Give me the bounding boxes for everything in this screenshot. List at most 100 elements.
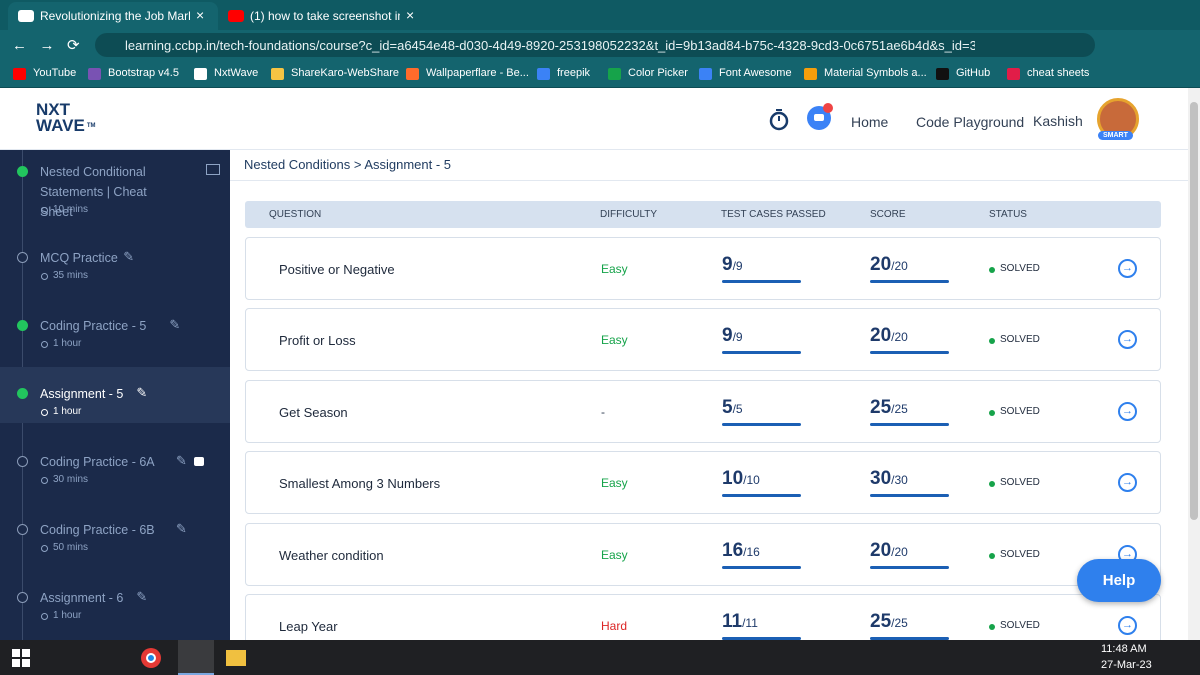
- active-app[interactable]: [178, 640, 214, 675]
- sidebar-item-title[interactable]: Coding Practice - 5: [40, 319, 147, 333]
- progress-bar: [870, 280, 949, 283]
- total: /20: [891, 330, 908, 345]
- sidebar-item-title[interactable]: Nested Conditional Statements | Cheat Sh…: [40, 165, 147, 219]
- value: 20: [870, 254, 892, 275]
- sidebar-item-title[interactable]: Assignment - 6: [40, 591, 124, 605]
- bookmark[interactable]: cheat sheets: [1027, 67, 1090, 79]
- user-name[interactable]: Kashish: [1033, 113, 1083, 129]
- open-arrow[interactable]: →: [1118, 259, 1137, 278]
- value: 25: [870, 396, 892, 418]
- question-title[interactable]: Positive or Negative: [279, 262, 395, 277]
- total: /25: [891, 401, 908, 416]
- score: 30/30: [870, 468, 908, 490]
- bookmark[interactable]: YouTube: [33, 67, 77, 79]
- tab-title: (1) how to take screenshot in pc: [250, 9, 400, 23]
- explorer-icon[interactable]: [226, 650, 246, 666]
- edit-icon[interactable]: ✎: [176, 453, 187, 468]
- timer-icon[interactable]: [768, 108, 790, 132]
- column-header: QUESTION: [269, 209, 322, 220]
- bookmark[interactable]: Material Symbols a...: [824, 67, 927, 79]
- bookmark[interactable]: ShareKaro-WebShare: [291, 67, 400, 79]
- sidebar: Nested Conditional Statements | Cheat Sh…: [0, 150, 230, 640]
- open-arrow[interactable]: →: [1118, 616, 1137, 635]
- open-arrow[interactable]: →: [1118, 473, 1137, 493]
- bookmark[interactable]: Wallpaperflare - Be...: [426, 67, 529, 79]
- difficulty: Hard: [601, 619, 628, 633]
- logo-tm: TM: [86, 123, 96, 129]
- progress-bar: [870, 565, 949, 569]
- question-row[interactable]: Positive or Negative Easy 9/9 20/20 SOLVED →: [245, 237, 1161, 300]
- nav-link[interactable]: Code Playground: [916, 114, 1025, 130]
- edit-icon[interactable]: ✎: [169, 317, 181, 332]
- test-cases: 11/11: [722, 611, 758, 633]
- bookmarks-bar: YouTube Bootstrap v4.5 NxtWave ShareKaro-We…: [0, 60, 1200, 88]
- help-button[interactable]: Help: [1077, 559, 1161, 602]
- open-arrow[interactable]: →: [1118, 401, 1137, 421]
- chrome-icon[interactable]: [140, 647, 162, 669]
- bookmark-icon: [608, 68, 621, 80]
- nav-buttons[interactable]: ← → ⟳: [12, 37, 80, 54]
- question-title[interactable]: Profit or Loss: [279, 333, 356, 349]
- chat-icon[interactable]: [805, 102, 835, 132]
- difficulty: -: [601, 404, 605, 419]
- bookmark[interactable]: freepik: [557, 67, 591, 79]
- total: /20: [891, 544, 908, 559]
- progress-bar: [870, 351, 949, 355]
- question-row[interactable]: Weather condition Easy 16/16 20/20 SOLVED →: [245, 522, 1161, 586]
- cheatsheet-icon[interactable]: [206, 164, 220, 175]
- status-circle: [17, 524, 28, 535]
- clock-icon: [41, 273, 48, 280]
- edit-icon[interactable]: ✎: [136, 385, 148, 400]
- start-button[interactable]: [12, 649, 30, 667]
- value: 9: [722, 254, 733, 275]
- edit-icon[interactable]: ✎: [176, 521, 187, 536]
- open-arrow[interactable]: →: [1118, 330, 1137, 350]
- value: 5: [722, 396, 733, 418]
- value: 16: [722, 539, 744, 561]
- breadcrumb[interactable]: Nested Conditions > Assignment - 5: [244, 157, 452, 172]
- bookmark[interactable]: Color Picker: [628, 67, 688, 79]
- scrollbar[interactable]: [1188, 88, 1200, 640]
- edit-icon[interactable]: ✎: [123, 249, 135, 264]
- sidebar-item-duration: 1 hour: [53, 610, 82, 621]
- status-circle: [17, 252, 28, 263]
- progress-bar: [722, 637, 801, 640]
- nav-link[interactable]: Home: [851, 114, 889, 130]
- question-title[interactable]: Smallest Among 3 Numbers: [279, 476, 441, 492]
- bookmark[interactable]: Bootstrap v4.5: [108, 67, 179, 79]
- question-row[interactable]: Profit or Loss Easy 9/9 20/20 SOLVED →: [245, 308, 1161, 372]
- progress-bar: [722, 280, 801, 283]
- edit-icon[interactable]: ✎: [136, 589, 148, 604]
- column-header: TEST CASES PASSED: [721, 209, 826, 220]
- bookmark-icon: [1007, 68, 1020, 80]
- logo[interactable]: NXT WAVE TM: [36, 101, 96, 134]
- status-check: [17, 166, 28, 177]
- omnibox[interactable]: learning.ccbp.in/tech-foundations/course…: [95, 33, 1095, 57]
- tab-close[interactable]: ×: [406, 7, 415, 23]
- sidebar-item-title[interactable]: MCQ Practice: [40, 251, 118, 265]
- status-check: [17, 388, 28, 399]
- bookmark[interactable]: Font Awesome: [719, 67, 792, 79]
- column-header: STATUS: [989, 209, 1027, 220]
- question-row[interactable]: Get Season - 5/5 25/25 SOLVED →: [245, 379, 1161, 443]
- divider: [230, 180, 1188, 181]
- browser-tab[interactable]: (1) how to take screenshot in pc ×: [218, 2, 428, 30]
- sidebar-item-title[interactable]: Coding Practice - 6A: [40, 455, 155, 469]
- bookmark[interactable]: NxtWave: [214, 67, 259, 79]
- bookmark[interactable]: GitHub: [956, 67, 991, 79]
- sidebar-item-title[interactable]: Coding Practice - 6B: [40, 523, 155, 537]
- browser-tab[interactable]: Revolutionizing the Job Market | ×: [8, 2, 218, 30]
- test-cases: 9/9: [722, 254, 743, 276]
- question-title[interactable]: Weather condition: [279, 547, 384, 563]
- progress-bar: [722, 351, 801, 355]
- question-title[interactable]: Leap Year: [279, 619, 338, 634]
- question-row[interactable]: Smallest Among 3 Numbers Easy 10/10 30/30 SO…: [245, 451, 1161, 515]
- progress-bar: [870, 637, 949, 640]
- sidebar-item-title[interactable]: Assignment - 5: [40, 387, 124, 401]
- tab-bar: Revolutionizing the Job Market |×(1) how…: [0, 0, 1200, 30]
- question-title[interactable]: Get Season: [279, 404, 348, 420]
- tab-close[interactable]: ×: [196, 7, 205, 23]
- progress-bar: [870, 422, 949, 426]
- question-row[interactable]: Leap Year Hard 11/11 25/25 SOLVED →: [245, 594, 1161, 640]
- scroll-thumb[interactable]: [1190, 102, 1198, 520]
